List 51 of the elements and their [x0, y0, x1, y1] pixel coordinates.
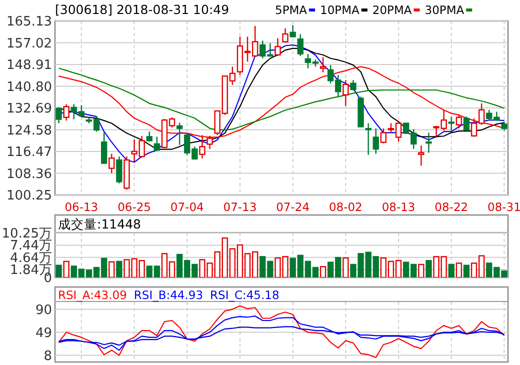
x-tick-label: 07-24	[276, 200, 310, 214]
legend-label: 5PMA	[275, 3, 308, 17]
y-tick-label: 124.58	[6, 123, 52, 138]
bar	[63, 260, 70, 278]
chart-title: [300618] 2018-08-31 10:49	[55, 2, 230, 17]
y-tick-label: 116.47	[6, 145, 52, 160]
text: RSI_B:44.93	[134, 288, 204, 302]
line-series	[58, 326, 505, 346]
line-series	[58, 305, 505, 358]
x-tick-label: 06-13	[64, 200, 98, 214]
y-tick-label: 148.91	[6, 58, 52, 73]
text: RSI_A:43.09	[58, 288, 127, 302]
bar	[448, 264, 454, 278]
text: RSI_C:45.18	[210, 288, 280, 302]
legend-label: 30PMA	[424, 3, 464, 17]
line-series	[58, 315, 505, 351]
candlestick	[365, 122, 372, 156]
legend-label: 10PMA	[320, 3, 360, 17]
y-tick-label: 165.13	[6, 14, 52, 30]
x-tick-label: 08-22	[434, 200, 468, 214]
bar	[108, 261, 115, 278]
x-tick-label: 08-31	[488, 200, 520, 214]
y-tick-label: 108.36	[6, 166, 52, 182]
x-tick-label: 07-04	[170, 200, 204, 214]
x-tick-label: 08-13	[382, 200, 416, 214]
y-tick-label: 132.69	[6, 102, 52, 116]
bar	[116, 260, 122, 278]
y-tick-label: 8	[44, 348, 52, 364]
y-tick-label: 49	[35, 326, 52, 341]
bar	[320, 266, 326, 278]
y-tick-label: 140.80	[6, 80, 52, 95]
bar	[463, 264, 470, 278]
legend-label: 20PMA	[372, 3, 412, 17]
y-tick-label: 90	[35, 302, 52, 318]
candlestick	[63, 104, 70, 122]
candlestick	[501, 121, 508, 132]
bar	[56, 264, 62, 278]
candlestick	[199, 134, 206, 159]
bar	[456, 262, 462, 278]
chart-title: 成交量:11448	[58, 216, 142, 232]
bar	[342, 257, 349, 278]
x-tick-label: 08-02	[328, 200, 362, 214]
candlestick	[426, 132, 432, 154]
candlestick	[418, 144, 424, 166]
y-tick-label: 100.25	[6, 188, 52, 204]
candlestick	[342, 79, 349, 106]
x-tick-label: 06-25	[118, 200, 151, 214]
bar	[418, 264, 424, 278]
bar	[426, 260, 432, 278]
y-tick-label: 157.02	[6, 36, 52, 52]
x-tick-label: 07-13	[223, 200, 257, 214]
